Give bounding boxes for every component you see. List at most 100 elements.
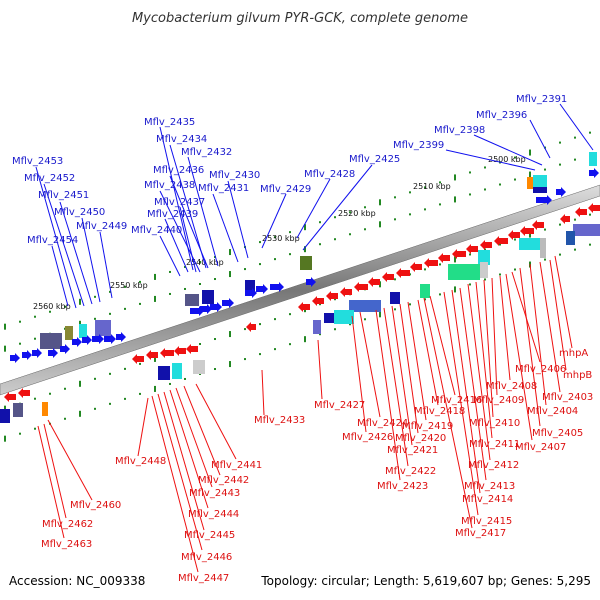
gene-label-mflv-2441[interactable]: Mflv_2441 bbox=[211, 460, 262, 471]
forward-gene-arrow[interactable] bbox=[536, 195, 552, 205]
reverse-gene-arrow[interactable] bbox=[160, 348, 174, 358]
forward-gene-arrow[interactable] bbox=[210, 302, 222, 312]
gene-label-mflv-2453[interactable]: Mflv_2453 bbox=[12, 156, 63, 167]
forward-gene-arrow[interactable] bbox=[104, 334, 116, 344]
gene-label-mflv-2406[interactable]: Mflv_2406 bbox=[515, 364, 566, 375]
reverse-gene-arrow[interactable] bbox=[132, 354, 144, 364]
forward-gene-arrow[interactable] bbox=[48, 348, 58, 358]
gene-label-mflv-2447[interactable]: Mflv_2447 bbox=[178, 573, 229, 584]
gene-label-mflv-2424[interactable]: Mflv_2424 bbox=[357, 418, 408, 429]
forward-gene-arrow[interactable] bbox=[92, 334, 104, 344]
reverse-gene-arrow[interactable] bbox=[368, 277, 380, 287]
gene-label-mflv-2437[interactable]: Mflv_2437 bbox=[154, 197, 205, 208]
gene-label-mflv-2433[interactable]: Mflv_2433 bbox=[254, 415, 305, 426]
gene-label-mflv-2410[interactable]: Mflv_2410 bbox=[469, 418, 520, 429]
gene-label-mflv-2436[interactable]: Mflv_2436 bbox=[153, 165, 204, 176]
forward-gene-arrow[interactable] bbox=[222, 298, 234, 308]
reverse-gene-arrow[interactable] bbox=[532, 220, 544, 230]
reverse-gene-arrow[interactable] bbox=[480, 240, 492, 250]
gene-label-mflv-2398[interactable]: Mflv_2398 bbox=[434, 125, 485, 136]
gene-label-mflv-2404[interactable]: Mflv_2404 bbox=[527, 406, 578, 417]
reverse-gene-arrow[interactable] bbox=[520, 226, 534, 236]
gene-label-mflv-2405[interactable]: Mflv_2405 bbox=[532, 428, 583, 439]
reverse-gene-arrow[interactable] bbox=[560, 214, 570, 224]
reverse-gene-arrow[interactable] bbox=[452, 249, 466, 259]
gene-label-mflv-2418[interactable]: Mflv_2418 bbox=[414, 406, 465, 417]
gene-label-mflv-2446[interactable]: Mflv_2446 bbox=[181, 552, 232, 563]
gene-label-mflv-2407[interactable]: Mflv_2407 bbox=[515, 442, 566, 453]
gene-label-mflv-2399[interactable]: Mflv_2399 bbox=[393, 140, 444, 151]
reverse-gene-arrow[interactable] bbox=[424, 258, 438, 268]
forward-gene-arrow[interactable] bbox=[60, 344, 70, 354]
gene-label-mflv-2442[interactable]: Mflv_2442 bbox=[198, 475, 249, 486]
gene-label-mflv-2391[interactable]: Mflv_2391 bbox=[516, 94, 567, 105]
reverse-gene-arrow[interactable] bbox=[4, 392, 16, 402]
gene-label-mflv-2425[interactable]: Mflv_2425 bbox=[349, 154, 400, 165]
gene-label-mflv-2427[interactable]: Mflv_2427 bbox=[314, 400, 365, 411]
reverse-gene-arrow[interactable] bbox=[312, 296, 324, 306]
gene-label-mflv-2452[interactable]: Mflv_2452 bbox=[24, 173, 75, 184]
gene-label-mflv-2421[interactable]: Mflv_2421 bbox=[387, 445, 438, 456]
gene-label-mflv-2438[interactable]: Mflv_2438 bbox=[144, 180, 195, 191]
reverse-gene-arrow[interactable] bbox=[575, 207, 587, 217]
reverse-gene-arrow[interactable] bbox=[396, 268, 410, 278]
forward-gene-arrow[interactable] bbox=[82, 335, 92, 345]
gene-label-mflv-2450[interactable]: Mflv_2450 bbox=[54, 207, 105, 218]
forward-gene-arrow[interactable] bbox=[32, 348, 42, 358]
gene-label-mflv-2444[interactable]: Mflv_2444 bbox=[188, 509, 239, 520]
gene-label-mhpa[interactable]: mhpA bbox=[559, 348, 588, 359]
reverse-gene-arrow[interactable] bbox=[494, 236, 508, 246]
reverse-gene-arrow[interactable] bbox=[354, 282, 368, 292]
reverse-gene-arrow[interactable] bbox=[438, 253, 450, 263]
gene-label-mflv-2432[interactable]: Mflv_2432 bbox=[181, 147, 232, 158]
gene-label-mflv-2396[interactable]: Mflv_2396 bbox=[476, 110, 527, 121]
gene-label-mflv-2403[interactable]: Mflv_2403 bbox=[542, 392, 593, 403]
reverse-gene-arrow[interactable] bbox=[146, 350, 158, 360]
reverse-gene-arrow[interactable] bbox=[466, 244, 478, 254]
gene-label-mflv-2414[interactable]: Mflv_2414 bbox=[462, 494, 513, 505]
gene-label-mflv-2451[interactable]: Mflv_2451 bbox=[38, 190, 89, 201]
forward-gene-arrow[interactable] bbox=[116, 332, 126, 342]
reverse-gene-arrow[interactable] bbox=[508, 230, 520, 240]
gene-label-mflv-2420[interactable]: Mflv_2420 bbox=[395, 433, 446, 444]
forward-gene-arrow[interactable] bbox=[72, 337, 82, 347]
reverse-gene-arrow[interactable] bbox=[298, 302, 310, 312]
gene-label-mflv-2430[interactable]: Mflv_2430 bbox=[209, 170, 260, 181]
gene-label-mflv-2462[interactable]: Mflv_2462 bbox=[42, 519, 93, 530]
reverse-gene-arrow[interactable] bbox=[410, 262, 422, 272]
forward-gene-arrow[interactable] bbox=[270, 282, 284, 292]
gene-label-mflv-2431[interactable]: Mflv_2431 bbox=[198, 183, 249, 194]
reverse-gene-arrow[interactable] bbox=[588, 203, 600, 213]
gene-label-mflv-2417[interactable]: Mflv_2417 bbox=[455, 528, 506, 539]
gene-label-mflv-2429[interactable]: Mflv_2429 bbox=[260, 184, 311, 195]
forward-gene-arrow[interactable] bbox=[22, 350, 32, 360]
gene-label-mflv-2419[interactable]: Mflv_2419 bbox=[402, 421, 453, 432]
gene-label-mflv-2448[interactable]: Mflv_2448 bbox=[115, 456, 166, 467]
forward-gene-arrow[interactable] bbox=[10, 353, 20, 363]
reverse-gene-arrow[interactable] bbox=[382, 272, 394, 282]
gene-label-mflv-2428[interactable]: Mflv_2428 bbox=[304, 169, 355, 180]
gene-label-mflv-2422[interactable]: Mflv_2422 bbox=[385, 466, 436, 477]
gene-label-mhpb[interactable]: mhpB bbox=[563, 370, 592, 381]
forward-gene-arrow[interactable] bbox=[245, 288, 257, 298]
forward-gene-arrow[interactable] bbox=[306, 277, 316, 287]
gene-label-mflv-2449[interactable]: Mflv_2449 bbox=[76, 221, 127, 232]
gene-label-mflv-2463[interactable]: Mflv_2463 bbox=[41, 539, 92, 550]
gene-label-mflv-2445[interactable]: Mflv_2445 bbox=[184, 530, 235, 541]
forward-gene-arrow[interactable] bbox=[200, 304, 212, 314]
gene-label-mflv-2411[interactable]: Mflv_2411 bbox=[469, 439, 520, 450]
gene-label-mflv-2423[interactable]: Mflv_2423 bbox=[377, 481, 428, 492]
gene-label-mflv-2454[interactable]: Mflv_2454 bbox=[27, 235, 78, 246]
forward-gene-arrow[interactable] bbox=[556, 187, 566, 197]
gene-label-mflv-2439[interactable]: Mflv_2439 bbox=[147, 209, 198, 220]
gene-label-mflv-2415[interactable]: Mflv_2415 bbox=[461, 516, 512, 527]
gene-label-mflv-2435[interactable]: Mflv_2435 bbox=[144, 117, 195, 128]
forward-gene-arrow[interactable] bbox=[256, 284, 268, 294]
reverse-gene-arrow[interactable] bbox=[186, 344, 198, 354]
reverse-gene-arrow[interactable] bbox=[326, 291, 338, 301]
reverse-gene-arrow[interactable] bbox=[340, 287, 352, 297]
forward-gene-arrow[interactable] bbox=[589, 168, 599, 178]
gene-label-mflv-2434[interactable]: Mflv_2434 bbox=[156, 134, 207, 145]
gene-label-mflv-2408[interactable]: Mflv_2408 bbox=[486, 381, 537, 392]
gene-label-mflv-2409[interactable]: Mflv_2409 bbox=[473, 395, 524, 406]
